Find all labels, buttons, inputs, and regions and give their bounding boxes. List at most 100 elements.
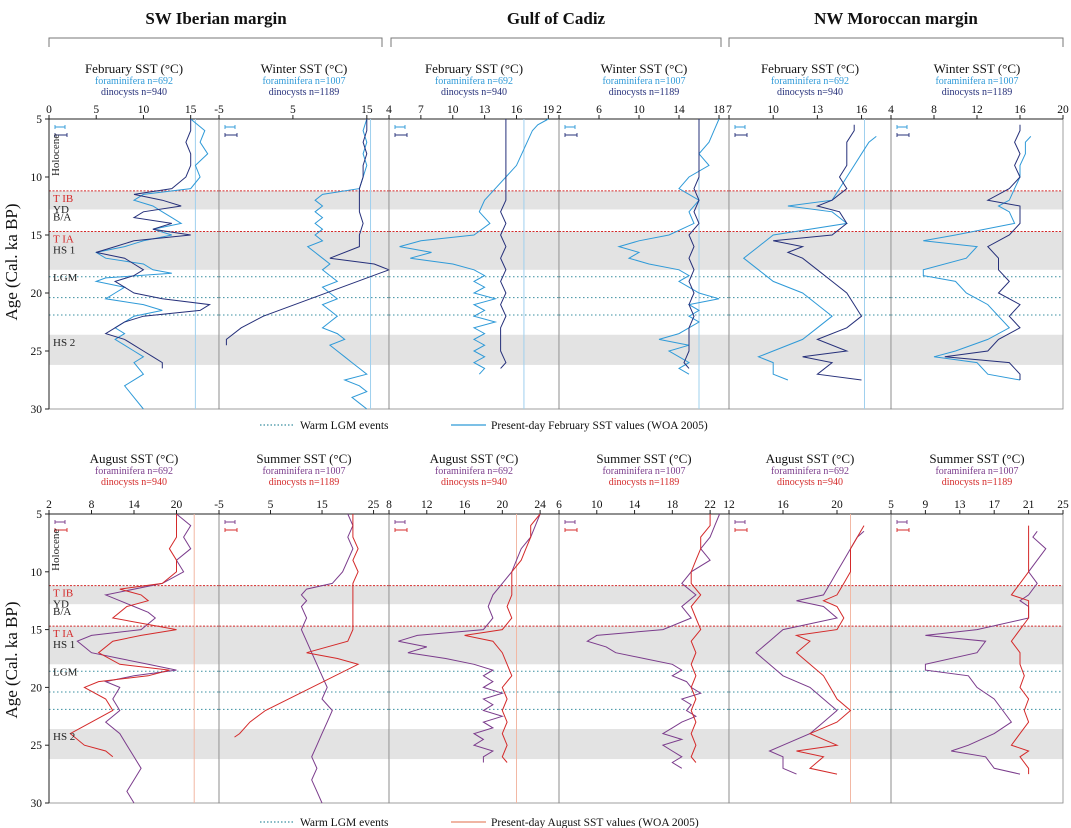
dino-error-bar (734, 133, 748, 137)
panel-bottom-4: 12 16 20 August SST (°C)foraminifera n=692d… (723, 451, 892, 804)
panel-bottom-5: 5 9 13 17 21 25 Summer SST (°C)foraminifera n=… (888, 451, 1069, 804)
foraminifera-series (924, 531, 1047, 775)
event-band-4 (219, 231, 389, 270)
dinocysts-label: dinocysts n=940 (777, 87, 843, 98)
panel-title: February SST (°C) (761, 61, 859, 76)
x-tick-label-0: 7 (726, 104, 732, 116)
dinocysts-series (500, 119, 507, 369)
event-label-2: YD (53, 204, 69, 216)
panel-bottom-1: -5 5 15 25 Summer SST (°C)foraminifera n=100… (214, 451, 390, 804)
x-tick-label-4: 21 (1023, 499, 1035, 511)
event-band-4 (891, 231, 1063, 270)
x-tick-label-4: 18 (713, 104, 725, 116)
x-tick-label-0: 2 (556, 104, 562, 116)
foraminifera-label: foraminifera n=692 (95, 76, 173, 87)
event-band-1 (891, 190, 1063, 210)
foram-error-bar (224, 125, 236, 129)
region-title-nw-moroccan: NW Moroccan margin (814, 9, 978, 28)
x-tick-label-2: 14 (629, 499, 641, 511)
region-bracket-sw-iberian (48, 37, 383, 47)
event-band-7 (891, 334, 1063, 365)
region-bracket-nw-moroccan (728, 37, 1064, 47)
event-label-7: HS 2 (53, 337, 75, 349)
x-tick-label-3: 14 (673, 104, 685, 116)
event-band-7 (49, 729, 219, 760)
event-label-1: T IB (53, 193, 73, 205)
foraminifera-label: foraminifera n=692 (435, 466, 513, 477)
event-label-4: T IA (53, 628, 74, 640)
panel-title: Winter SST (°C) (261, 61, 348, 76)
event-label-1: T IB (53, 588, 73, 600)
legend-warm-label-bottom: Warm LGM events (300, 817, 389, 828)
y-tick-label-4: 25 (31, 346, 43, 358)
event-band-7 (729, 334, 891, 365)
x-tick-label-1: 8 (89, 499, 95, 511)
foraminifera-series (922, 136, 1032, 381)
x-tick-label-1: 10 (591, 499, 603, 511)
foram-error-bar (734, 520, 746, 524)
foraminifera-label: foraminifera n=1007 (935, 466, 1018, 477)
x-tick-label-1: 10 (767, 104, 779, 116)
dino-error-bar (54, 528, 68, 532)
region-bracket-gulf-of-cadiz (390, 37, 722, 47)
x-tick-label-0: -5 (214, 104, 224, 116)
foraminifera-series (300, 513, 354, 804)
foraminifera-label: foraminifera n=692 (771, 76, 849, 87)
x-tick-label-2: 15 (316, 499, 328, 511)
dinocysts-label: dinocysts n=940 (101, 87, 167, 98)
event-band-4 (559, 626, 729, 665)
event-label-7: HS 2 (53, 731, 75, 743)
panel-title: Summer SST (°C) (929, 451, 1024, 466)
y-tick-label-2: 15 (31, 230, 43, 242)
event-band-1 (49, 585, 219, 605)
event-band-7 (559, 729, 729, 760)
x-tick-label-2: 13 (812, 104, 824, 116)
event-label-0: Holocene (50, 134, 62, 176)
x-tick-label-0: 4 (386, 104, 392, 116)
x-tick-label-2: 10 (447, 104, 459, 116)
event-band-7 (219, 334, 389, 365)
event-label-6: LGM (53, 272, 78, 284)
foram-error-bar (564, 125, 576, 129)
panel-title: Winter SST (°C) (934, 61, 1021, 76)
dino-error-bar (224, 528, 238, 532)
legend-bottom: Warm LGM events Present-day August SST v… (260, 817, 699, 828)
y-axis-label-top: Age (Cal. ka BP) (2, 203, 21, 320)
x-tick-label-1: 6 (596, 104, 602, 116)
foraminifera-series (399, 118, 549, 375)
dino-error-bar (394, 133, 408, 137)
foram-error-bar (896, 520, 908, 524)
dinocysts-label: dinocysts n=1189 (269, 477, 340, 488)
legend-warm-label-top: Warm LGM events (300, 420, 389, 432)
x-tick-label-0: 6 (556, 499, 562, 511)
x-tick-label-2: 10 (138, 104, 150, 116)
event-label-0: Holocene (50, 529, 62, 571)
event-band-1 (389, 190, 559, 210)
region-title-sw-iberian: SW Iberian margin (145, 9, 287, 28)
panel-title: August SST (°C) (430, 451, 519, 466)
dino-error-bar (896, 528, 910, 532)
foraminifera-label: foraminifera n=1007 (602, 76, 685, 87)
event-band-4 (891, 626, 1063, 665)
foraminifera-label: foraminifera n=692 (771, 466, 849, 477)
event-band-1 (389, 585, 559, 605)
foraminifera-series (617, 118, 720, 375)
x-tick-label-2: 15 (361, 104, 373, 116)
panel-bottom-3: 6 10 14 18 22 Summer SST (°C)foraminifera n=1… (556, 451, 730, 804)
dinocysts-series (234, 514, 360, 738)
foram-error-bar (224, 520, 236, 524)
x-tick-label-0: 5 (888, 499, 894, 511)
x-tick-label-5: 25 (1057, 499, 1069, 511)
dino-error-bar (896, 133, 910, 137)
event-label-4: T IA (53, 234, 74, 246)
y-axis-label-bottom: Age (Cal. ka BP) (2, 601, 21, 718)
foraminifera-series (742, 136, 877, 381)
foraminifera-series (586, 513, 721, 769)
dino-error-bar (54, 133, 68, 137)
x-tick-label-2: 16 (459, 499, 471, 511)
x-tick-label-2: 20 (831, 499, 843, 511)
event-band-4 (49, 626, 219, 665)
dinocysts-series (225, 119, 391, 346)
